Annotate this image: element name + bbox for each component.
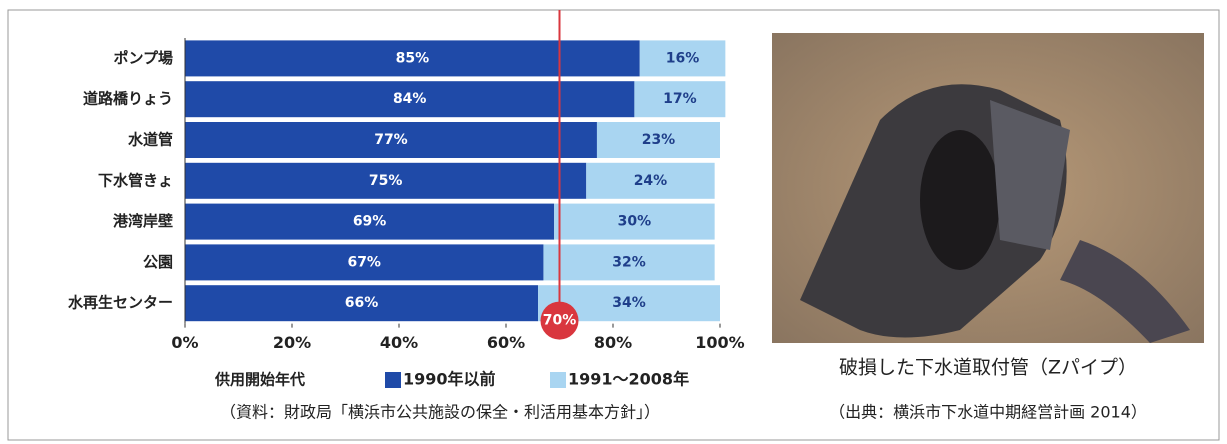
category-label: 港湾岸壁 xyxy=(113,212,173,230)
x-tick-label: 0% xyxy=(171,333,198,352)
photo-caption: 破損した下水道取付管（Zパイプ） xyxy=(839,357,1137,379)
bar-segment xyxy=(185,162,587,199)
reference-label: 70% xyxy=(543,313,577,329)
value-label: 16% xyxy=(666,50,700,66)
bar-segment xyxy=(554,203,715,240)
bar-segment xyxy=(586,162,715,199)
value-label: 32% xyxy=(612,254,646,270)
x-tick-label: 20% xyxy=(273,333,311,352)
photo-source: （出典：横浜市下水道中期経営計画 2014） xyxy=(829,403,1147,422)
x-tick-label: 60% xyxy=(487,333,525,352)
frame xyxy=(7,9,1220,441)
photo xyxy=(772,33,1204,343)
value-label: 66% xyxy=(345,295,379,311)
bar-segment xyxy=(185,203,555,240)
legend-swatch xyxy=(385,372,401,388)
value-label: 85% xyxy=(396,50,430,66)
value-label: 34% xyxy=(612,295,646,311)
category-label: 公園 xyxy=(143,253,173,271)
legend-label: 1990年以前 xyxy=(403,370,496,389)
bar-segment xyxy=(596,122,720,158)
bar-segment xyxy=(185,244,544,281)
category-label: 水再生センター xyxy=(68,294,173,312)
chart-source: （資料：財政局「横浜市公共施設の保全・利活用基本方針」） xyxy=(220,403,660,422)
value-label: 67% xyxy=(347,254,381,270)
category-label: 水道管 xyxy=(128,131,173,149)
value-label: 17% xyxy=(663,91,697,107)
legend-label: 1991～2008年 xyxy=(568,370,689,389)
value-label: 30% xyxy=(618,214,652,230)
bar-segment xyxy=(185,285,539,322)
x-tick-label: 40% xyxy=(380,333,418,352)
legend-title: 供用開始年代 xyxy=(214,371,305,389)
reference-badge xyxy=(540,301,579,340)
x-tick-label: 100% xyxy=(695,333,744,352)
bar-segment xyxy=(634,81,726,118)
value-label: 23% xyxy=(642,132,676,148)
bar-segment xyxy=(639,40,726,77)
category-label: 下水管きょ xyxy=(98,171,173,189)
value-label: 84% xyxy=(393,91,427,107)
category-label: ポンプ場 xyxy=(113,49,173,67)
bar-segment xyxy=(185,122,597,158)
bar-segment xyxy=(543,244,715,281)
category-label: 道路橋りょう xyxy=(83,90,173,108)
value-label: 77% xyxy=(374,132,408,148)
value-label: 75% xyxy=(369,173,403,189)
value-label: 24% xyxy=(634,173,668,189)
x-tick-label: 80% xyxy=(594,333,632,352)
value-label: 69% xyxy=(353,214,387,230)
bar-segment xyxy=(185,40,640,77)
legend-swatch xyxy=(550,372,566,388)
